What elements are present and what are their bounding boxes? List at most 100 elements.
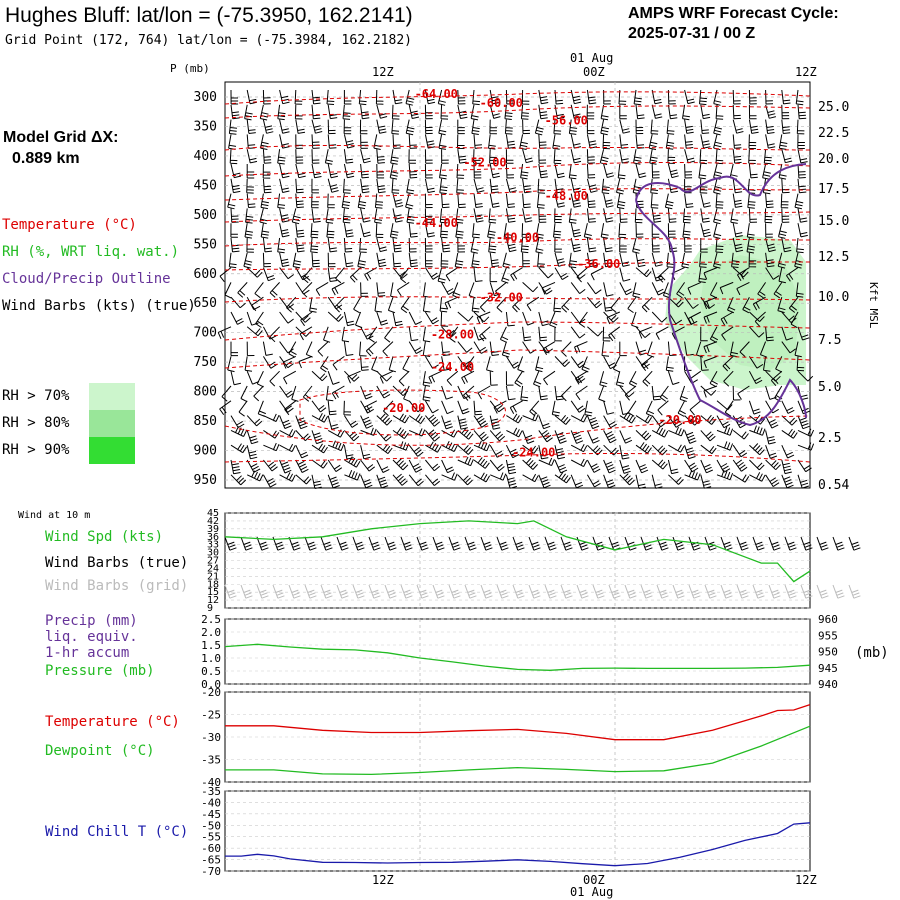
wind-barb	[505, 444, 520, 459]
wind-barb	[619, 149, 630, 164]
wind-barb	[537, 252, 545, 268]
isotherm-label: -48.00	[545, 189, 588, 203]
wind-barb	[440, 311, 449, 327]
wind-barb	[240, 536, 253, 551]
wind-barb	[522, 311, 535, 326]
wind-barb	[512, 584, 525, 599]
wind-barb	[529, 400, 540, 417]
wind-barb	[752, 296, 766, 311]
forecast-cycle-value: 2025-07-31 / 00 Z	[628, 25, 756, 42]
wind-barb	[455, 208, 464, 224]
wind-barb	[291, 208, 301, 225]
wind-barb	[778, 223, 787, 239]
wind-barb	[797, 104, 807, 120]
wind-barb	[765, 237, 776, 253]
height-tick-label: 0.54	[818, 478, 849, 493]
wind-barb	[684, 237, 692, 253]
wind-barb	[538, 326, 548, 342]
wind-barb	[586, 119, 595, 135]
wind-barb	[765, 474, 780, 488]
wind-barb	[781, 208, 790, 223]
wind-barb	[496, 584, 509, 599]
wind-barb	[400, 296, 410, 314]
wind-barb	[262, 267, 275, 282]
wind-barb	[797, 326, 810, 341]
wind-barb	[489, 371, 498, 386]
wind-barb	[777, 252, 786, 269]
wind-barb	[228, 252, 237, 269]
isotherm-line	[224, 188, 811, 201]
wind-barb	[284, 400, 297, 416]
wind-barb	[522, 457, 538, 470]
wind-barb	[632, 237, 641, 254]
wind-barb	[749, 425, 766, 436]
wind-barb	[635, 430, 652, 441]
wind-barb	[262, 119, 274, 134]
wind-tick-label: 33	[207, 540, 219, 551]
wind-barb	[752, 536, 765, 551]
wind-chill-tick-label: -60	[201, 842, 221, 855]
wind-barb	[647, 341, 655, 358]
wind-barb	[512, 536, 525, 551]
wind-barb	[424, 119, 433, 135]
wind-barb	[391, 178, 400, 194]
isotherm-label: -36.00	[577, 257, 620, 271]
wind-barb	[749, 311, 765, 322]
wind-barb	[765, 267, 780, 280]
wind-barb	[606, 311, 621, 325]
height-tick-label: 2.5	[818, 431, 841, 446]
wind-barb	[509, 400, 523, 414]
wind-barb	[570, 370, 586, 384]
isotherm-line	[299, 389, 506, 436]
wind-barb	[473, 163, 482, 179]
wind-barb	[311, 89, 321, 105]
wind-barb	[246, 164, 255, 179]
wind-barb	[341, 326, 350, 343]
wind-barb	[781, 428, 798, 439]
wind-barb	[336, 584, 349, 599]
wind-barb	[522, 413, 539, 422]
wind-barb	[343, 400, 352, 416]
wind-barb	[624, 584, 637, 599]
wind-barb	[408, 341, 423, 355]
wind-barb	[374, 297, 382, 313]
wind-barb	[640, 584, 653, 599]
isotherm-label: -56.00	[545, 114, 588, 128]
wind-barb	[586, 104, 595, 120]
wind-barb	[256, 536, 269, 551]
wind-barb	[347, 370, 361, 384]
wind-barb	[343, 341, 354, 356]
wind-barb	[619, 208, 628, 223]
wind-barb	[568, 163, 577, 180]
wind-barb	[684, 119, 694, 134]
wind-barb	[651, 385, 661, 401]
wind-barb	[470, 237, 479, 254]
wind-barb	[747, 178, 756, 194]
wind-barb	[732, 119, 744, 134]
wind-barb	[583, 223, 592, 239]
wind-barb	[473, 193, 483, 208]
wind-barb	[441, 326, 457, 338]
legend-wind-chill: Wind Chill T (°C)	[45, 824, 189, 840]
wind-barb	[631, 311, 639, 328]
wind-barb	[440, 104, 449, 120]
wind-barb	[764, 208, 773, 224]
wind-barb	[538, 457, 555, 467]
wind-barb	[255, 311, 264, 328]
wind-barb	[269, 326, 280, 343]
wind-barb	[538, 415, 551, 430]
wind-barb	[538, 267, 554, 279]
wind-barb	[570, 193, 582, 208]
wind-barb	[619, 134, 629, 149]
pressure-tick-label: 700	[194, 326, 217, 341]
wind-barb	[553, 119, 562, 135]
wind-barb	[763, 356, 771, 372]
wind-barb	[520, 385, 529, 402]
wind-barb	[501, 267, 510, 284]
wind-barb	[601, 341, 610, 357]
wind-barb	[392, 208, 403, 223]
wind-barb	[732, 474, 750, 483]
precip-tick-label: 1.0	[201, 652, 221, 665]
wind-barb	[522, 326, 532, 342]
wind-barb	[260, 223, 270, 239]
